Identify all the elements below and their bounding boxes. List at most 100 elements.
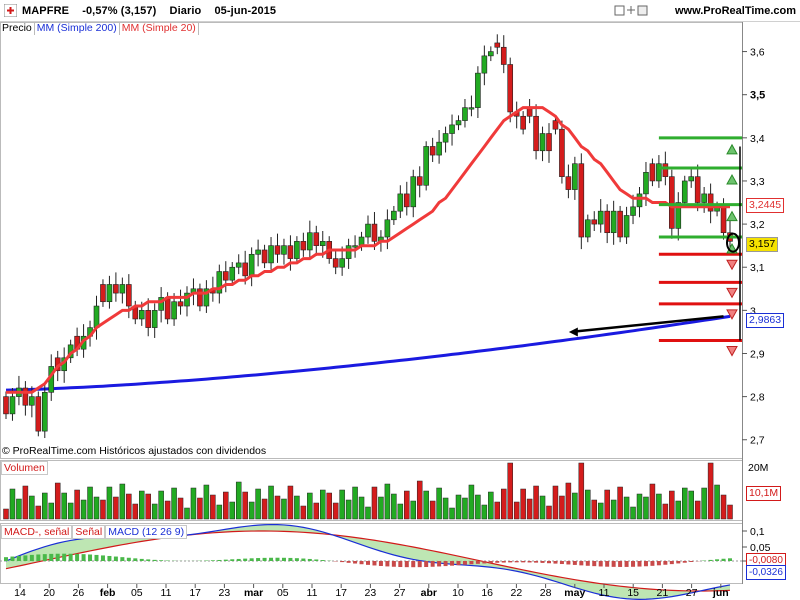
macd-hist-bar: [501, 561, 506, 563]
macd-hist-bar: [624, 561, 629, 567]
macd-hist-bar: [288, 557, 293, 561]
volume-bar: [572, 492, 578, 520]
macd-hist-bar: [527, 561, 532, 563]
candle-body: [138, 310, 145, 320]
macd-hist-bar: [443, 561, 448, 567]
candle-body: [248, 253, 255, 277]
candle-body: [623, 215, 630, 238]
macd-hist-bar: [566, 561, 571, 565]
macd-hist-bar: [514, 561, 519, 563]
volume-label[interactable]: Volumen: [1, 461, 48, 475]
x-tick-label: 17: [189, 587, 201, 599]
candle-body: [307, 232, 313, 251]
volume-bar: [378, 496, 384, 520]
volume-bar: [158, 490, 164, 520]
macd-hist-bar: [223, 559, 228, 561]
volume-bar: [132, 503, 139, 520]
candle-body: [345, 245, 352, 259]
macd-hist-bar: [275, 557, 280, 561]
candle-body: [584, 219, 591, 238]
candle-body: [203, 288, 210, 307]
macd-hist-bar: [598, 561, 603, 567]
volume-bar: [526, 498, 533, 520]
legend-mm200[interactable]: MM (Simple 200): [35, 22, 120, 35]
macd-label-b[interactable]: Señal: [72, 525, 106, 539]
volume-bar: [358, 496, 365, 520]
x-tick-label: mar: [244, 587, 263, 599]
volume-bar: [591, 499, 597, 520]
candle-body: [649, 163, 656, 182]
candle-body: [669, 176, 675, 229]
window-tools-icon[interactable]: [614, 4, 648, 18]
volume-bar: [720, 494, 727, 520]
y-tick-label: 3,2: [750, 219, 765, 231]
macd-hist-bar: [495, 561, 500, 563]
candle-body: [229, 266, 236, 281]
macd-label-c[interactable]: MACD (12 26 9): [105, 525, 188, 539]
volume-bar: [67, 502, 74, 520]
candle-body: [261, 249, 268, 264]
macd-hist-bar: [94, 554, 99, 561]
volume-bar: [35, 505, 42, 520]
levels: [658, 136, 742, 357]
macd-hist-bar: [269, 557, 274, 561]
macd-hist-bar: [301, 558, 306, 561]
macd-hist-bar: [42, 554, 47, 561]
volume-bar: [352, 486, 358, 520]
candle-body: [164, 297, 171, 320]
volume-bar: [371, 486, 378, 520]
volume-bar: [281, 498, 287, 520]
macd-hist-bar: [152, 559, 157, 561]
candle-body: [591, 219, 598, 225]
macd-hist-bar: [618, 561, 623, 567]
volume-bar: [42, 492, 48, 520]
volume-bar: [113, 496, 119, 520]
volume-bar: [636, 493, 643, 520]
volume-bar: [320, 489, 326, 520]
x-tick-label: 27: [686, 587, 698, 599]
candle-body: [397, 193, 404, 212]
macd-label-a[interactable]: MACD-, señal: [1, 525, 73, 539]
macd-hist-bar: [475, 561, 480, 564]
volume-bar: [151, 503, 158, 520]
volume-bar: [274, 495, 281, 520]
volume-bar: [559, 495, 565, 520]
volume-price-tag: 10,1M: [746, 486, 782, 501]
macd-hist-bar: [682, 561, 687, 563]
mm200-series: [5, 314, 731, 392]
macd-hist-bar: [10, 556, 15, 561]
volume-bar: [429, 500, 436, 520]
volume-bar: [442, 497, 449, 520]
candle-body: [533, 115, 539, 152]
legend-mm20[interactable]: MM (Simple 20): [120, 22, 199, 35]
volume-bar: [552, 485, 559, 520]
candle-body: [436, 141, 442, 156]
candle-body: [481, 55, 488, 74]
volume-bar: [617, 486, 623, 520]
candle-body: [630, 206, 636, 216]
candle-body: [35, 396, 42, 432]
y-tick-label: 3,1: [750, 262, 765, 274]
volume-bar: [501, 488, 507, 520]
legend-price[interactable]: Precio: [0, 22, 35, 35]
volume-bar: [248, 501, 255, 520]
volume-bar: [507, 462, 513, 520]
x-tick-label: 27: [394, 587, 406, 599]
candle-body: [720, 206, 727, 234]
candle-body: [29, 396, 35, 406]
candle-body: [9, 396, 16, 415]
title-bar: MAPFRE -0,57% (3,157) Diario 05-jun-2015…: [0, 0, 800, 22]
candle-body: [694, 176, 701, 203]
volume-bar: [682, 487, 688, 520]
up-arrow-icon: [726, 210, 738, 222]
volume-bar: [423, 490, 429, 520]
trend-line: [574, 315, 724, 333]
volume-bar: [481, 504, 488, 520]
candle-body: [643, 172, 649, 195]
candle-body: [300, 241, 307, 251]
volume-bar: [714, 484, 720, 520]
x-tick-label: 23: [219, 587, 231, 599]
volume-bar: [106, 486, 113, 520]
down-arrow-icon: [726, 259, 738, 271]
